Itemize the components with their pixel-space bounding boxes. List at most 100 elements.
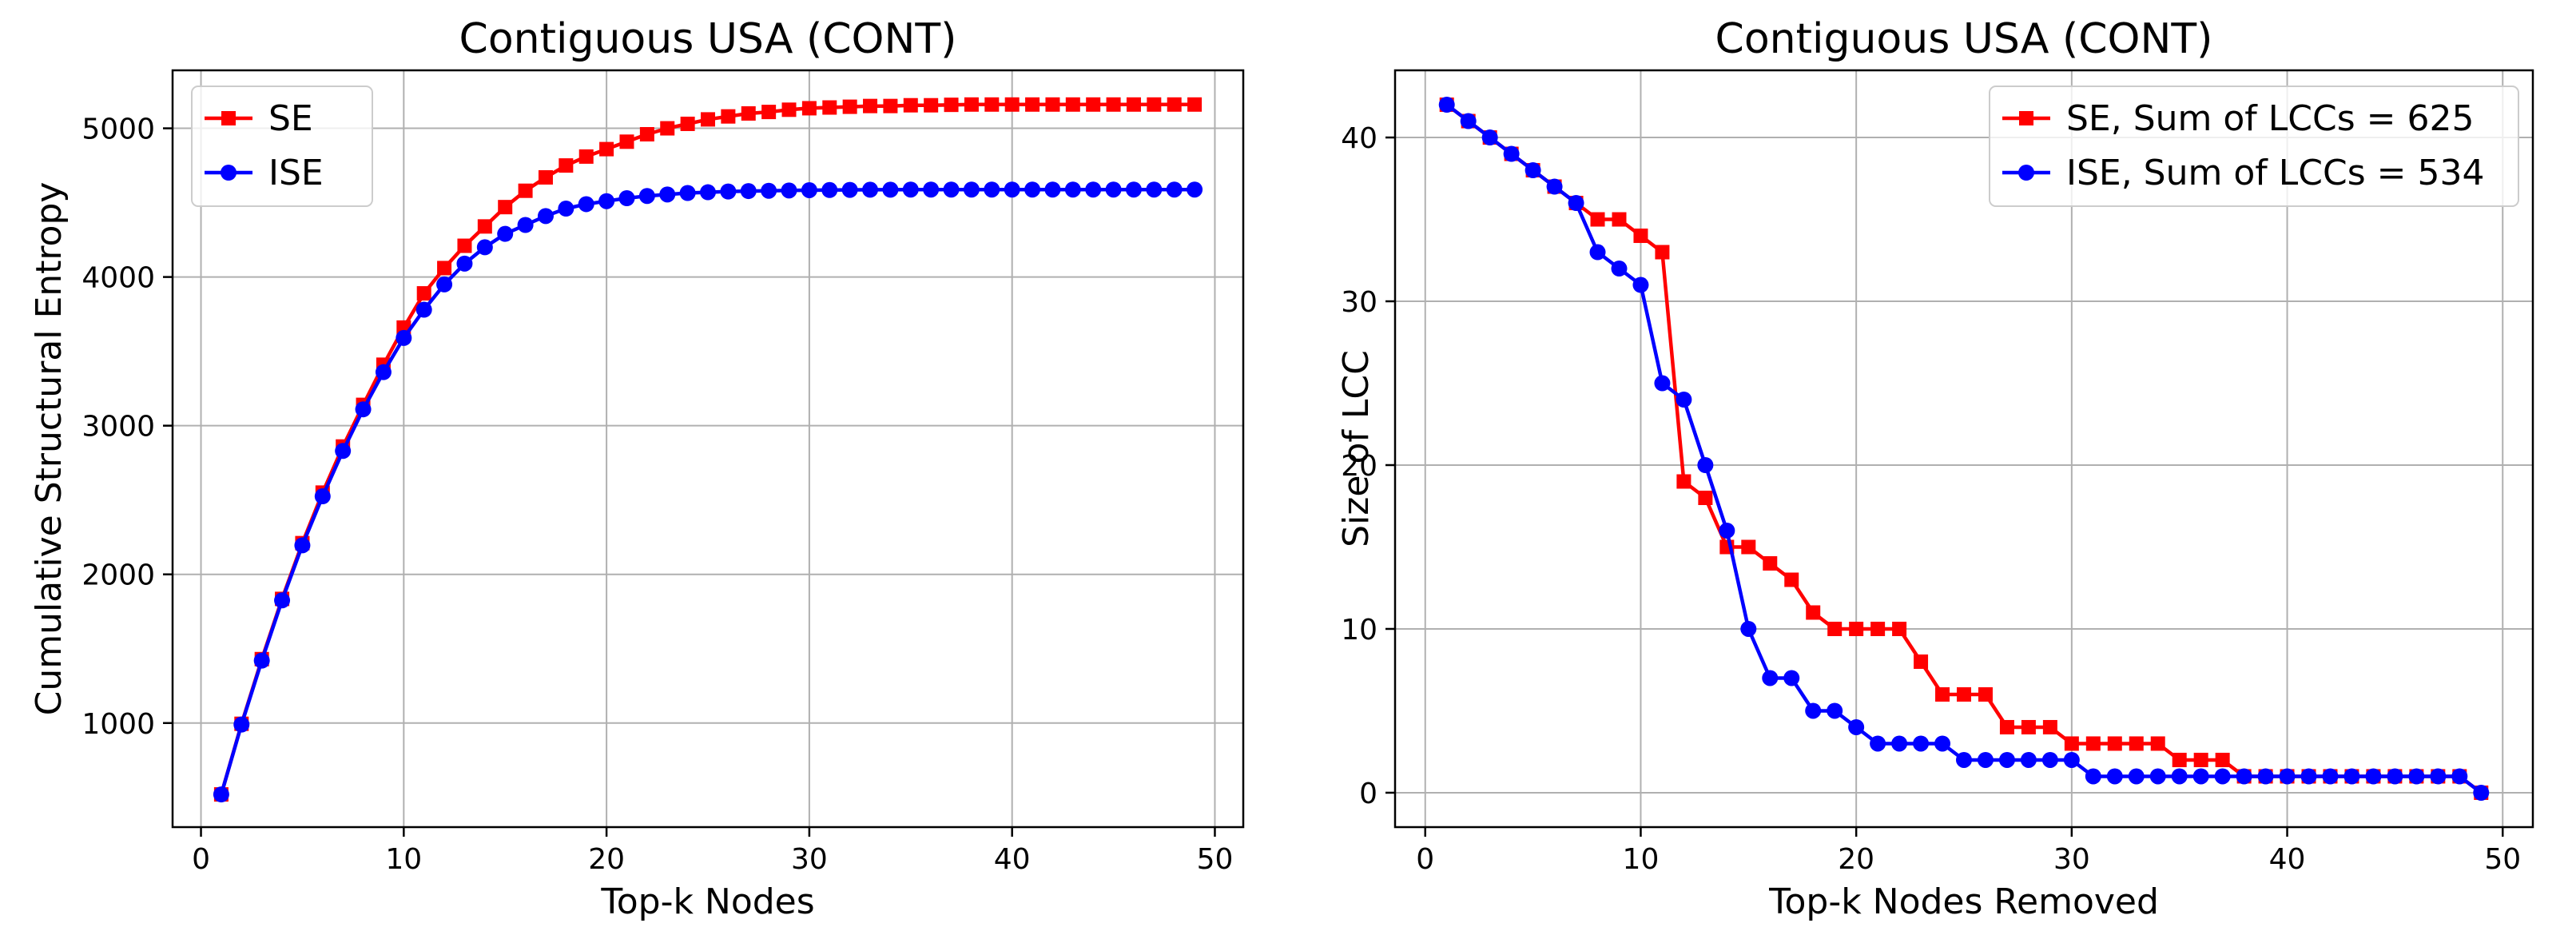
data-point bbox=[2042, 719, 2057, 734]
data-point bbox=[518, 183, 533, 198]
x-tick-label: 0 bbox=[1416, 843, 1434, 876]
data-point bbox=[883, 98, 898, 113]
data-point bbox=[498, 200, 513, 215]
data-point bbox=[1891, 735, 1908, 752]
x-tick-label: 50 bbox=[1197, 843, 1234, 876]
data-point bbox=[2106, 768, 2123, 785]
data-point bbox=[2064, 736, 2079, 751]
data-point bbox=[660, 121, 675, 136]
series-ise bbox=[213, 181, 1203, 803]
data-point bbox=[2085, 768, 2101, 785]
data-point bbox=[537, 208, 554, 225]
data-point bbox=[1806, 605, 1821, 620]
data-point bbox=[1849, 621, 1864, 636]
data-point bbox=[2322, 768, 2339, 785]
data-point bbox=[1611, 261, 1628, 277]
data-point bbox=[781, 102, 797, 117]
y-axis-label: Size of LCC bbox=[1336, 350, 1377, 547]
data-point bbox=[2128, 768, 2145, 785]
data-point bbox=[1827, 702, 1843, 719]
data-point bbox=[821, 181, 838, 198]
x-tick-label: 10 bbox=[1623, 843, 1660, 876]
data-point bbox=[1934, 735, 1951, 752]
data-point bbox=[2172, 752, 2187, 767]
data-point bbox=[1105, 181, 1122, 198]
data-point bbox=[680, 116, 695, 131]
data-point bbox=[457, 238, 472, 253]
x-tick-label: 50 bbox=[2484, 843, 2521, 876]
data-point bbox=[477, 219, 492, 234]
y-tick-label: 30 bbox=[1341, 286, 1377, 319]
data-point bbox=[355, 401, 372, 418]
data-point bbox=[1827, 621, 1843, 636]
x-tick-label: 10 bbox=[385, 843, 422, 876]
legend-label-ise: ISE, Sum of LCCs = 534 bbox=[2066, 153, 2484, 193]
data-point bbox=[1525, 162, 1541, 179]
data-point bbox=[781, 182, 797, 199]
plot-area-frame bbox=[1393, 69, 2534, 829]
data-point bbox=[801, 101, 817, 116]
data-point bbox=[862, 181, 879, 198]
data-point bbox=[1106, 97, 1121, 112]
data-point bbox=[944, 97, 959, 113]
data-point bbox=[1146, 181, 1163, 198]
data-point bbox=[456, 255, 473, 272]
data-point bbox=[1870, 621, 1886, 636]
data-point bbox=[2021, 719, 2036, 734]
data-point bbox=[1676, 392, 1692, 408]
data-point bbox=[1044, 181, 1061, 198]
data-point bbox=[1892, 621, 1907, 636]
y-tick-label: 5000 bbox=[81, 113, 155, 146]
legend-label-se: SE bbox=[268, 98, 313, 139]
chart-title: Contiguous USA (CONT) bbox=[459, 15, 957, 63]
legend-swatch-marker bbox=[2018, 165, 2034, 181]
data-point bbox=[1503, 145, 1520, 162]
data-point bbox=[1655, 245, 1670, 260]
data-point bbox=[1848, 718, 1865, 735]
data-point bbox=[1741, 539, 1756, 555]
data-point bbox=[1763, 555, 1778, 571]
data-point bbox=[2171, 768, 2188, 785]
data-point bbox=[761, 105, 777, 120]
data-point bbox=[1004, 97, 1020, 112]
data-point bbox=[638, 188, 655, 205]
data-point bbox=[1589, 244, 1606, 261]
data-point bbox=[2193, 752, 2208, 767]
data-point bbox=[2473, 784, 2490, 801]
data-point bbox=[1126, 97, 1141, 112]
series-line bbox=[219, 102, 1195, 795]
x-axis-label: Top-k Nodes bbox=[600, 881, 814, 922]
data-point bbox=[253, 652, 270, 669]
data-point bbox=[701, 112, 715, 127]
legend-swatch-marker bbox=[221, 165, 237, 181]
legend-label-ise: ISE bbox=[268, 153, 324, 193]
data-point bbox=[1568, 195, 1584, 212]
legend-entry-se: SE, Sum of LCCs = 625 bbox=[2002, 98, 2474, 139]
data-point bbox=[1783, 670, 1800, 686]
data-point bbox=[1805, 702, 1822, 719]
data-point bbox=[1654, 375, 1671, 392]
data-point bbox=[335, 443, 352, 460]
data-point bbox=[2365, 768, 2382, 785]
data-point bbox=[2343, 768, 2360, 785]
data-point bbox=[1187, 97, 1203, 112]
data-point bbox=[1870, 735, 1886, 752]
data-point bbox=[1784, 572, 1799, 587]
data-point bbox=[2129, 736, 2144, 751]
data-point bbox=[1978, 686, 1993, 702]
data-point bbox=[1438, 97, 1455, 113]
data-point bbox=[619, 134, 634, 149]
data-point bbox=[863, 98, 878, 113]
data-point bbox=[1064, 181, 1081, 198]
x-axis-label: Top-k Nodes Removed bbox=[1768, 881, 2159, 922]
data-point bbox=[396, 329, 412, 346]
data-point bbox=[274, 592, 291, 609]
legend-box bbox=[191, 86, 373, 207]
data-point bbox=[294, 537, 311, 554]
data-point bbox=[1697, 456, 1714, 473]
data-point bbox=[2149, 768, 2166, 785]
data-point bbox=[1004, 181, 1020, 198]
data-point bbox=[1633, 229, 1648, 244]
data-point bbox=[2279, 768, 2296, 785]
data-point bbox=[882, 181, 899, 198]
